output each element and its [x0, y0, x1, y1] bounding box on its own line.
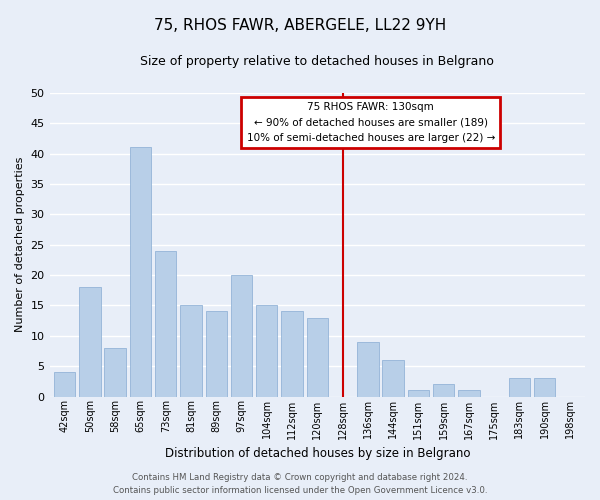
Bar: [281, 312, 303, 396]
Text: Contains HM Land Registry data © Crown copyright and database right 2024.
Contai: Contains HM Land Registry data © Crown c…: [113, 474, 487, 495]
Bar: [357, 342, 379, 396]
Bar: [307, 318, 328, 396]
Bar: [433, 384, 454, 396]
Bar: [104, 348, 126, 397]
Text: 75 RHOS FAWR: 130sqm
← 90% of detached houses are smaller (189)
10% of semi-deta: 75 RHOS FAWR: 130sqm ← 90% of detached h…: [247, 102, 495, 143]
Bar: [231, 275, 252, 396]
Bar: [79, 287, 101, 397]
Bar: [206, 312, 227, 396]
Bar: [407, 390, 429, 396]
Bar: [256, 306, 277, 396]
Bar: [382, 360, 404, 397]
Y-axis label: Number of detached properties: Number of detached properties: [15, 157, 25, 332]
Bar: [458, 390, 479, 396]
Bar: [155, 250, 176, 396]
Text: 75, RHOS FAWR, ABERGELE, LL22 9YH: 75, RHOS FAWR, ABERGELE, LL22 9YH: [154, 18, 446, 32]
Bar: [509, 378, 530, 396]
Title: Size of property relative to detached houses in Belgrano: Size of property relative to detached ho…: [140, 55, 494, 68]
Bar: [130, 148, 151, 396]
X-axis label: Distribution of detached houses by size in Belgrano: Distribution of detached houses by size …: [164, 447, 470, 460]
Bar: [534, 378, 556, 396]
Bar: [54, 372, 76, 396]
Bar: [180, 306, 202, 396]
